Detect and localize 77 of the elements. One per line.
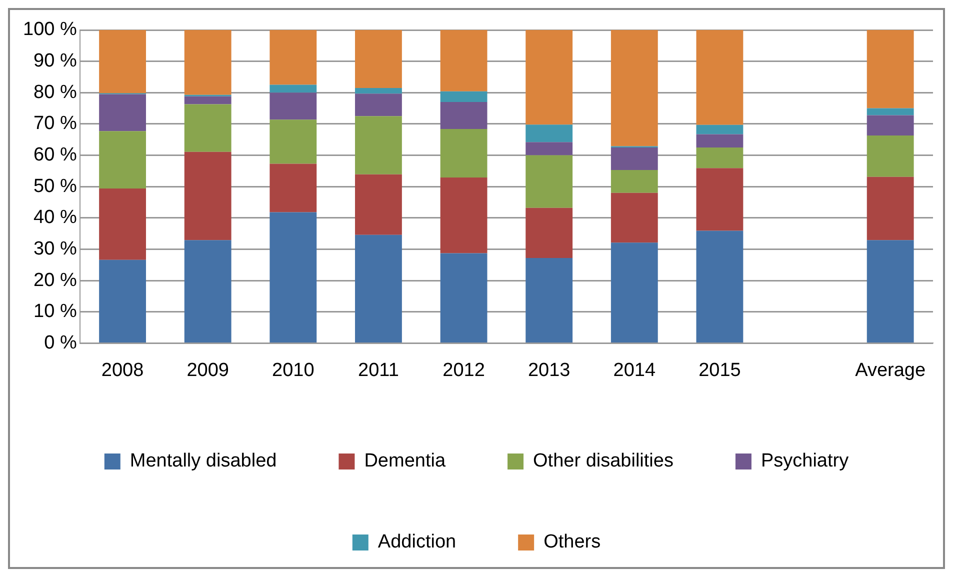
bar bbox=[355, 30, 402, 88]
bar bbox=[526, 124, 573, 142]
y-tick-label: 30 % bbox=[34, 238, 77, 260]
bar bbox=[184, 30, 232, 95]
bar bbox=[610, 147, 658, 170]
bar bbox=[866, 115, 914, 136]
bar bbox=[610, 170, 658, 193]
x-tick-label: 2008 bbox=[101, 360, 144, 381]
y-tick-label: 40 % bbox=[34, 207, 77, 228]
bar bbox=[526, 30, 573, 125]
bar bbox=[440, 91, 488, 102]
bar bbox=[696, 168, 744, 231]
bar bbox=[440, 102, 488, 129]
bar bbox=[866, 108, 914, 116]
bar bbox=[270, 164, 317, 212]
x-tick-label: 2010 bbox=[272, 360, 314, 381]
x-tick-label: 2012 bbox=[442, 360, 485, 381]
bar bbox=[355, 88, 402, 94]
x-tick-label: 2014 bbox=[613, 360, 656, 381]
y-tick-label: 10 % bbox=[34, 301, 77, 322]
bar bbox=[184, 152, 232, 240]
bar bbox=[440, 30, 488, 92]
y-tick-label: 90 % bbox=[34, 50, 77, 72]
bar bbox=[696, 30, 744, 125]
legend-label: Other disabilities bbox=[533, 450, 674, 472]
bar bbox=[526, 258, 573, 342]
bar bbox=[99, 188, 146, 260]
legend-label: Others bbox=[544, 532, 601, 553]
bar bbox=[440, 253, 488, 342]
bar bbox=[526, 208, 573, 258]
bar bbox=[270, 84, 317, 93]
legend-label: Dementia bbox=[364, 450, 446, 472]
bar bbox=[355, 94, 402, 116]
bar bbox=[696, 124, 744, 134]
bar bbox=[526, 142, 573, 156]
legend-label: Psychiatry bbox=[760, 450, 850, 472]
x-tick-label: 2013 bbox=[528, 360, 570, 381]
bar bbox=[355, 234, 402, 342]
bar bbox=[184, 104, 232, 152]
x-tick-label: Average bbox=[855, 360, 926, 381]
bar bbox=[696, 230, 744, 342]
bar bbox=[270, 30, 317, 85]
y-tick-label: 50 % bbox=[34, 176, 77, 197]
y-tick-label: 20 % bbox=[34, 270, 77, 291]
y-tick-label: 0 % bbox=[44, 332, 77, 354]
y-tick-label: 100 % bbox=[23, 19, 77, 40]
x-tick-label: 2015 bbox=[698, 360, 741, 381]
bar bbox=[440, 178, 488, 254]
bar bbox=[184, 96, 232, 104]
bar bbox=[99, 30, 146, 94]
bar bbox=[270, 92, 317, 120]
bar bbox=[610, 30, 658, 146]
bar bbox=[270, 120, 317, 164]
bar bbox=[184, 240, 232, 342]
y-tick-label: 80 % bbox=[34, 82, 77, 103]
bar bbox=[526, 155, 573, 208]
legend-label: Addiction bbox=[378, 532, 456, 553]
bar bbox=[866, 176, 914, 240]
bar bbox=[610, 242, 658, 342]
x-tick-label: 2009 bbox=[186, 360, 229, 381]
bar bbox=[610, 192, 658, 243]
bar bbox=[355, 116, 402, 174]
bar bbox=[270, 212, 317, 342]
bar bbox=[99, 94, 146, 132]
y-tick-label: 60 % bbox=[34, 144, 77, 166]
bar bbox=[696, 147, 744, 168]
bar bbox=[696, 134, 744, 148]
bar bbox=[355, 174, 402, 235]
bar bbox=[866, 240, 914, 342]
x-tick-label: 2011 bbox=[358, 360, 399, 381]
y-tick-label: 70 % bbox=[34, 113, 77, 134]
bar bbox=[440, 128, 488, 178]
bar bbox=[866, 30, 914, 108]
bar bbox=[866, 136, 914, 177]
bar bbox=[99, 131, 146, 188]
legend-label: Mentally disabled bbox=[130, 450, 277, 472]
bar bbox=[99, 260, 146, 342]
